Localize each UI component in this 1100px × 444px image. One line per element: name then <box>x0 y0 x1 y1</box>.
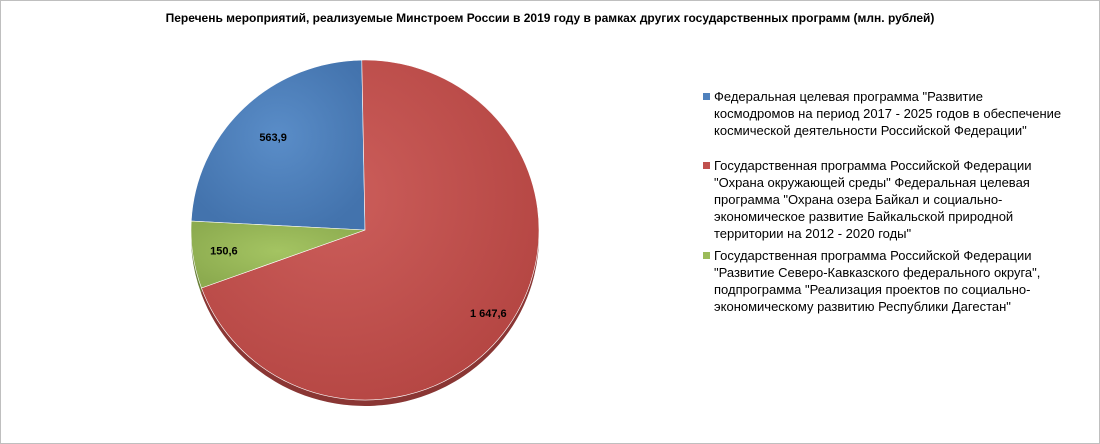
legend-swatch-red <box>703 162 710 169</box>
data-label: 150,6 <box>210 246 238 258</box>
legend: Федеральная целевая программа "Развитие … <box>703 88 1063 333</box>
pie-slice <box>201 59 540 401</box>
legend-swatch-blue <box>703 93 710 100</box>
legend-label: Государственная программа Российской Фед… <box>714 248 1041 314</box>
chart-title: Перечень мероприятий, реализуемые Минстр… <box>165 11 935 25</box>
pie-slice <box>190 220 366 289</box>
legend-swatch-green <box>703 252 710 259</box>
legend-item-baikal: Государственная программа Российской Фед… <box>703 157 1063 242</box>
legend-label: Государственная программа Российской Фед… <box>714 158 1032 241</box>
legend-item-dagestan: Государственная программа Российской Фед… <box>703 247 1063 315</box>
pie-slice <box>190 59 366 231</box>
legend-label: Федеральная целевая программа "Развитие … <box>714 89 1062 138</box>
data-label: 1 647,6 <box>470 308 507 320</box>
data-label: 563,9 <box>259 132 287 144</box>
legend-item-cosmodromes: Федеральная целевая программа "Развитие … <box>703 88 1063 139</box>
